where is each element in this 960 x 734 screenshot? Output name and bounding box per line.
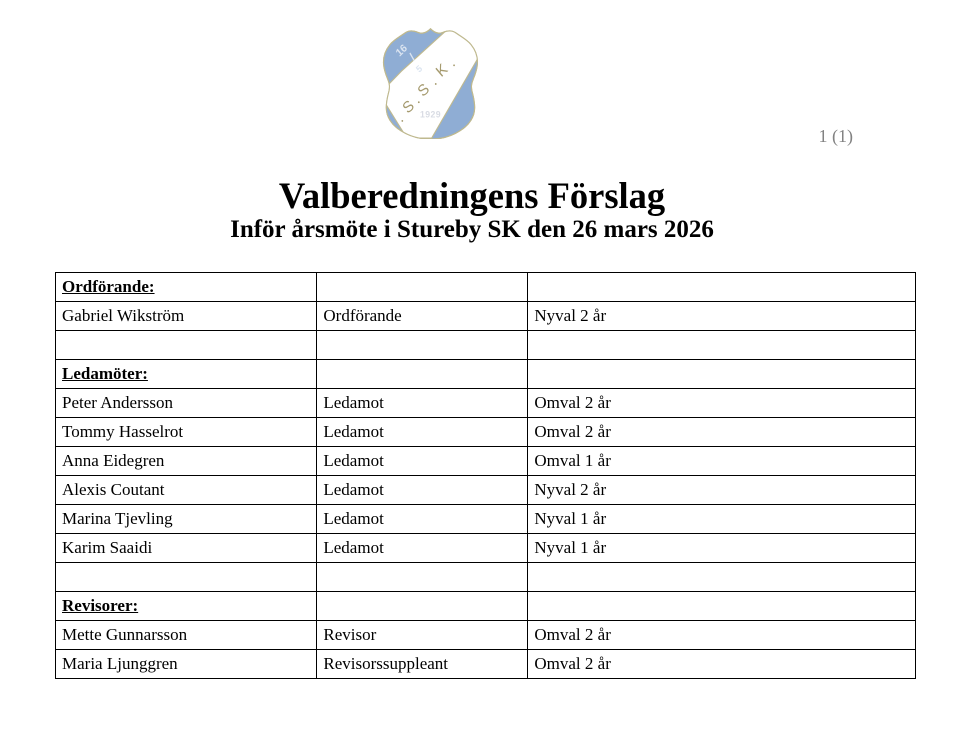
svg-text:1929: 1929 — [420, 109, 441, 119]
